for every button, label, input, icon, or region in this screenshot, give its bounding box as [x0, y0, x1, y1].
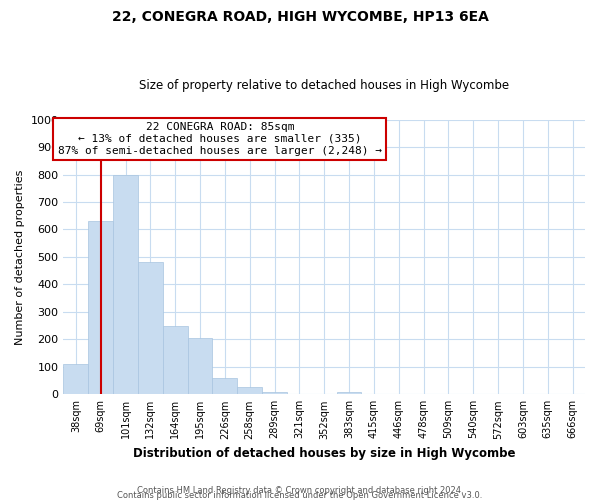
- Text: Contains HM Land Registry data © Crown copyright and database right 2024.: Contains HM Land Registry data © Crown c…: [137, 486, 463, 495]
- Text: 22 CONEGRA ROAD: 85sqm
← 13% of detached houses are smaller (335)
87% of semi-de: 22 CONEGRA ROAD: 85sqm ← 13% of detached…: [58, 122, 382, 156]
- Bar: [188, 338, 212, 394]
- Bar: [237, 386, 262, 394]
- Bar: [337, 392, 361, 394]
- X-axis label: Distribution of detached houses by size in High Wycombe: Distribution of detached houses by size …: [133, 447, 515, 460]
- Text: 22, CONEGRA ROAD, HIGH WYCOMBE, HP13 6EA: 22, CONEGRA ROAD, HIGH WYCOMBE, HP13 6EA: [112, 10, 488, 24]
- Text: Contains public sector information licensed under the Open Government Licence v3: Contains public sector information licen…: [118, 490, 482, 500]
- Bar: [138, 262, 163, 394]
- Bar: [163, 326, 188, 394]
- Bar: [113, 174, 138, 394]
- Bar: [64, 364, 88, 394]
- Y-axis label: Number of detached properties: Number of detached properties: [15, 169, 25, 344]
- Bar: [88, 221, 113, 394]
- Bar: [262, 392, 287, 394]
- Title: Size of property relative to detached houses in High Wycombe: Size of property relative to detached ho…: [139, 79, 509, 92]
- Bar: [212, 378, 237, 394]
